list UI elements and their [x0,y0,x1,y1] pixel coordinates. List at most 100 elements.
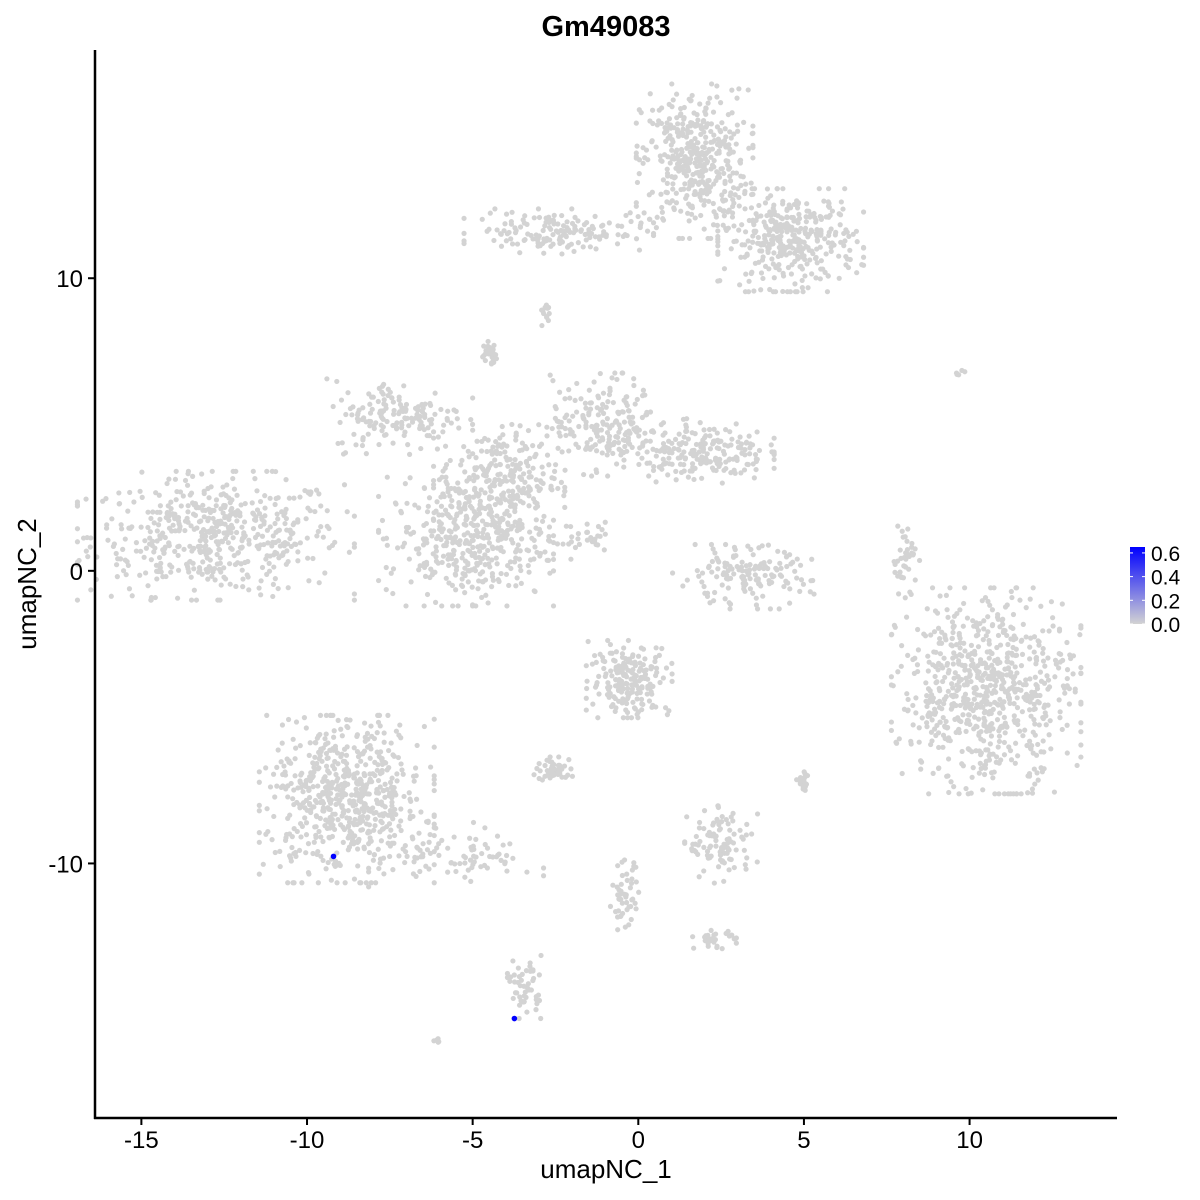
cell-point [959,653,965,659]
cell-point [624,715,631,721]
cell-point [712,550,718,556]
cell-point [544,757,550,763]
cell-point [628,715,635,721]
cell-point [721,266,728,272]
cell-point [287,535,293,542]
cell-point [559,251,565,257]
cell-point [301,715,308,721]
cell-point [465,448,471,454]
cell-point [701,844,707,850]
cell-point [787,205,794,211]
cell-point [487,210,493,216]
cell-point [983,747,989,753]
cell-point [807,257,813,263]
cell-point [688,177,694,183]
cell-point [676,431,682,437]
cell-point [575,536,581,542]
cell-point [989,623,996,629]
cell-point [153,490,159,496]
cell-point [621,419,628,425]
cell-point [540,227,546,234]
cell-point [563,523,569,529]
cell-point [381,871,387,877]
cell-point [961,640,967,646]
cell-point [730,185,737,191]
cell-point [468,520,474,527]
cell-point [721,213,727,219]
cell-point [430,482,437,488]
cell-point [266,568,273,574]
cell-point [664,166,670,172]
cell-point [778,233,784,239]
cell-point [252,476,258,482]
cell-point [503,454,509,460]
cell-point [527,486,533,492]
cell-point [468,844,474,850]
cell-point [933,680,939,686]
cell-point [400,846,406,852]
cell-point [1004,602,1010,608]
cell-point [1072,689,1078,695]
cell-point [375,719,382,725]
colorbar-label: 0.4 [1151,567,1181,590]
cell-point [197,538,203,544]
cell-point [525,562,531,569]
cell-point [536,214,543,221]
cell-point [1020,621,1026,627]
cell-point [407,475,413,481]
cell-point [731,544,738,550]
cell-point [789,245,796,251]
points-layer [74,81,1084,1045]
cell-point [620,437,626,443]
cell-point [526,474,532,480]
cell-point [354,763,360,769]
cell-point [784,215,790,221]
cell-point [470,819,477,826]
cell-point [473,455,479,461]
cell-point [465,540,471,546]
cell-point [335,440,341,447]
cell-point [610,450,616,457]
cell-point [173,468,179,474]
cell-point [653,645,659,651]
cell-point [616,698,622,704]
cell-point [459,457,465,464]
cell-point [1008,669,1014,676]
cell-point [238,545,244,551]
cell-point [488,360,495,366]
cell-point [472,467,478,473]
cell-point [664,180,670,186]
cell-point [977,760,983,766]
cell-point [404,415,410,421]
cell-point [584,537,590,543]
cell-point [304,535,310,541]
cell-point [981,626,987,632]
cell-point [334,880,340,886]
cell-point [431,821,437,827]
cell-point [150,538,156,544]
cell-point [292,849,299,856]
cell-point [279,722,286,728]
cell-point [151,549,157,555]
cell-point [621,464,627,470]
cell-point [199,571,205,577]
cell-point [326,795,332,802]
cell-point [726,867,732,873]
cell-point [716,148,722,154]
cell-point [376,865,382,872]
cell-point [588,436,594,442]
cell-point [295,519,301,525]
cell-point [74,503,81,509]
cell-point [341,790,347,797]
cell-point [462,874,468,880]
cell-point [583,423,589,429]
cell-point [957,645,963,651]
cell-point [696,449,702,455]
cell-point [83,496,89,502]
cell-point [714,169,720,175]
cell-point [1020,682,1026,688]
cell-point [803,781,810,787]
cell-point [1024,742,1030,749]
cell-point [1008,757,1015,763]
cell-point [719,819,725,825]
